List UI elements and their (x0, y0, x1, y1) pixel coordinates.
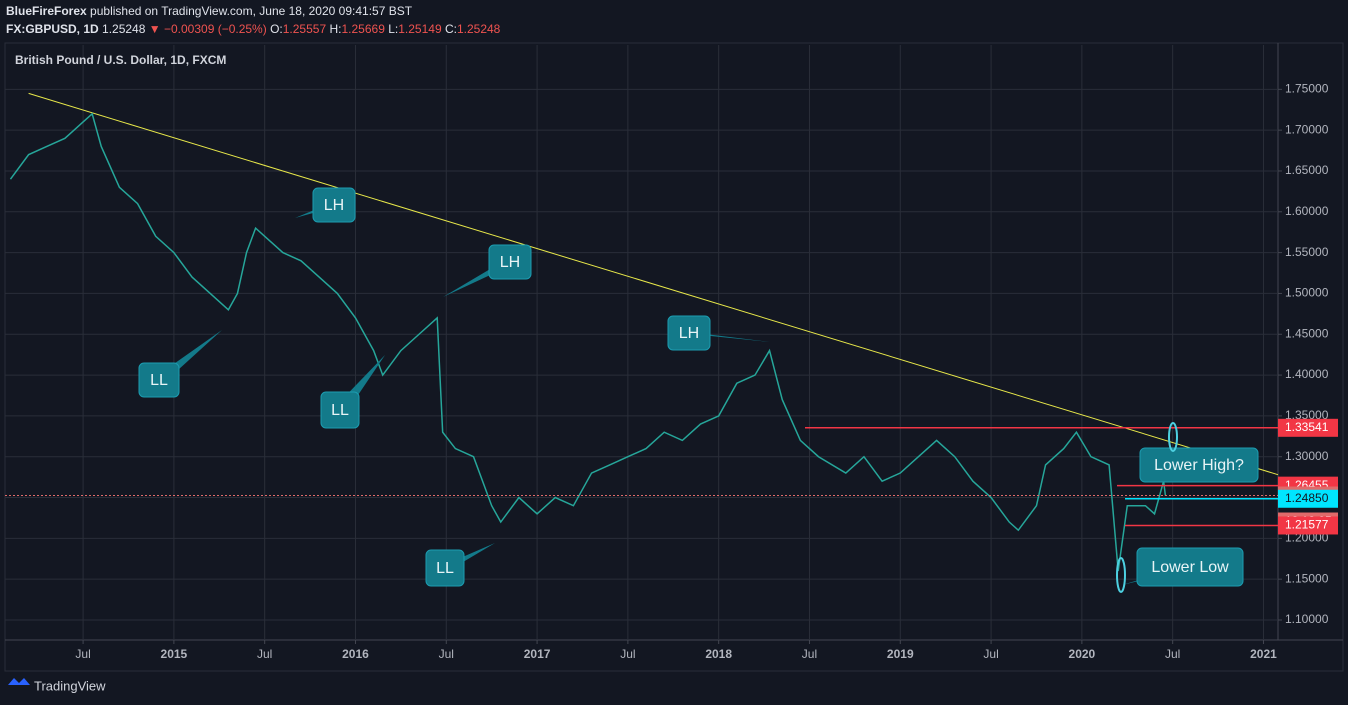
chart-frame (4, 42, 1344, 672)
c-label: C: (445, 22, 457, 36)
callout-box (425, 549, 465, 587)
y-tick-label: 1.40000 (1285, 367, 1329, 381)
callout-text: LL (331, 402, 349, 419)
x-tick-label: 2015 (161, 647, 188, 661)
callout-text: LL (436, 560, 454, 577)
y-tick-label: 1.70000 (1285, 122, 1329, 136)
callout-box (320, 391, 360, 429)
symbol: FX:GBPUSD, 1D (6, 22, 99, 36)
publisher: BlueFireForex (6, 4, 87, 18)
callout-text: LH (324, 197, 344, 214)
y-tick-label: 1.55000 (1285, 245, 1329, 259)
x-tick-label: Jul (1165, 647, 1180, 661)
x-tick-label: 2021 (1250, 647, 1277, 661)
l-label: L: (388, 22, 398, 36)
callout-box (312, 187, 356, 223)
price-line (9, 112, 1167, 572)
x-tick-label: 2020 (1069, 647, 1096, 661)
level-label: 1.33541 (1285, 420, 1329, 434)
callout-box (1139, 447, 1259, 483)
x-tick-label: 2017 (524, 647, 551, 661)
callout-text: LH (679, 325, 699, 342)
callout-box (138, 362, 180, 398)
x-tick-label: 2016 (342, 647, 369, 661)
logo (8, 678, 30, 685)
level-label: 1.21577 (1285, 518, 1329, 532)
x-tick-label: Jul (75, 647, 90, 661)
o-value: 1.25557 (283, 22, 327, 36)
y-tick-label: 1.65000 (1285, 163, 1329, 177)
level-label-box (1278, 489, 1338, 508)
chart-title: British Pound / U.S. Dollar, 1D, FXCM (15, 53, 226, 67)
callout-text: LH (500, 254, 520, 271)
y-tick-label: 1.15000 (1285, 571, 1329, 585)
x-tick-label: 2019 (887, 647, 914, 661)
x-tick-label: Jul (620, 647, 635, 661)
h-label: H: (329, 22, 341, 36)
callout-text: Lower Low (1151, 559, 1229, 576)
x-tick-label: Jul (257, 647, 272, 661)
x-tick-label: 2018 (705, 647, 732, 661)
highlight-ellipse (1116, 557, 1126, 593)
header-line-1: BlueFireForex published on TradingView.c… (6, 4, 413, 18)
published: published on TradingView.com, June 18, 2… (90, 4, 413, 18)
x-tick-label: Jul (802, 647, 817, 661)
change: ▼ −0.00309 (−0.25%) (149, 22, 267, 36)
y-tick-label: 1.50000 (1285, 286, 1329, 300)
callout-box (488, 244, 532, 280)
footer-brand: TradingView (34, 678, 106, 693)
callout-text: Lower High? (1154, 457, 1244, 474)
callout-box (1136, 547, 1244, 587)
level-label-box (1278, 516, 1338, 535)
highlight-ellipse (1168, 422, 1178, 452)
callout-text: LL (150, 372, 168, 389)
o-label: O: (270, 22, 283, 36)
y-tick-label: 1.10000 (1285, 612, 1329, 626)
header-line-2: FX:GBPUSD, 1D 1.25248 ▼ −0.00309 (−0.25%… (6, 22, 501, 36)
level-label: 1.24850 (1285, 491, 1329, 505)
x-tick-label: Jul (439, 647, 454, 661)
l-value: 1.25149 (398, 22, 442, 36)
y-tick-label: 1.45000 (1285, 326, 1329, 340)
h-value: 1.25669 (341, 22, 385, 36)
level-label-box (1278, 418, 1338, 437)
y-tick-label: 1.35000 (1285, 408, 1329, 422)
last: 1.25248 (102, 22, 146, 36)
y-tick-label: 1.75000 (1285, 82, 1329, 96)
callout-box (667, 315, 711, 351)
grid (5, 45, 1278, 640)
y-tick-label: 1.30000 (1285, 449, 1329, 463)
c-value: 1.25248 (457, 22, 501, 36)
trendline (28, 92, 1279, 476)
x-tick-label: Jul (983, 647, 998, 661)
y-tick-label: 1.60000 (1285, 204, 1329, 218)
